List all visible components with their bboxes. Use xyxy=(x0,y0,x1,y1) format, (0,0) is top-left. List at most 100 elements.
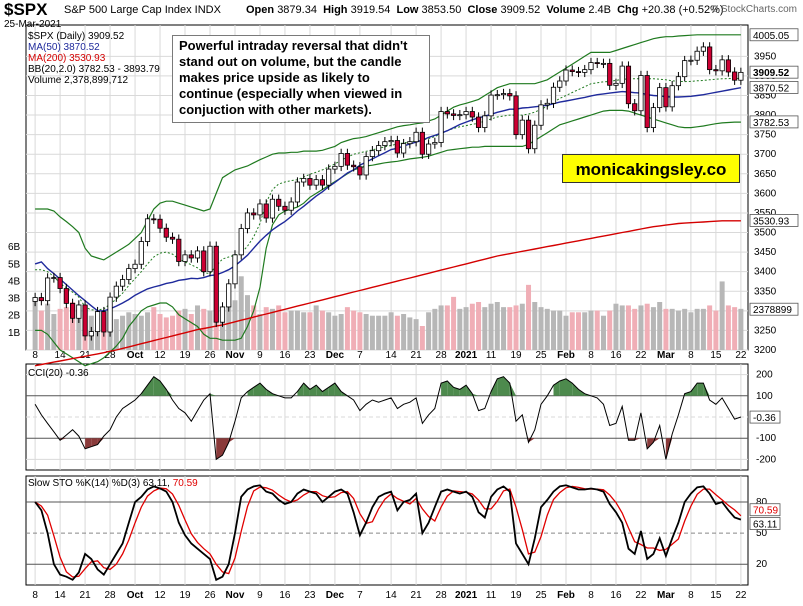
stockcharts-credit: © StockCharts.com xyxy=(710,4,797,15)
price-marker-label: 3530.93 xyxy=(753,216,790,227)
x-tick-label-top: 28 xyxy=(436,350,448,361)
candle xyxy=(432,142,438,145)
volume-bar xyxy=(401,314,407,350)
volume-bar xyxy=(238,276,244,350)
x-tick-label-top: 28 xyxy=(105,350,117,361)
sto-marker-label: 63.11 xyxy=(753,519,778,530)
volume-tick-label: 6B xyxy=(8,242,21,253)
cci-fill-positive xyxy=(559,378,566,396)
volume-bar xyxy=(507,307,513,350)
volume-bar xyxy=(688,312,694,350)
candle xyxy=(694,50,700,61)
volume-bar xyxy=(582,312,588,350)
x-tick-label-bottom: 21 xyxy=(80,590,92,601)
candle xyxy=(619,65,625,84)
volume-bar xyxy=(332,315,338,350)
candle xyxy=(213,245,219,323)
candle xyxy=(288,201,294,211)
volume-bar xyxy=(675,310,681,350)
x-tick-label-bottom: Mar xyxy=(657,590,675,601)
x-tick-label-bottom: 14 xyxy=(55,590,67,601)
candle xyxy=(450,113,457,116)
candle xyxy=(101,311,107,333)
candle xyxy=(219,306,226,323)
volume-tick-label: 1B xyxy=(8,328,21,339)
candle xyxy=(32,297,38,302)
x-tick-label-top: 14 xyxy=(55,350,67,361)
candle xyxy=(207,245,213,273)
volume-bar xyxy=(457,308,463,350)
x-tick-label-bottom: 22 xyxy=(735,590,747,601)
candle xyxy=(688,59,694,62)
cci-fill-positive xyxy=(147,376,154,396)
cci-fill-positive xyxy=(703,383,710,396)
price-marker-label: 3782.53 xyxy=(753,118,790,129)
sto-k-line xyxy=(34,484,742,582)
candle xyxy=(532,124,538,150)
volume-bar xyxy=(219,310,225,350)
volume-bar xyxy=(282,312,288,350)
cci-fill-positive xyxy=(247,387,254,396)
cci-fill-negative xyxy=(228,438,235,443)
candle xyxy=(525,119,532,150)
x-tick-label-top: 2021 xyxy=(455,350,478,361)
volume-bar xyxy=(650,307,656,350)
candle xyxy=(269,198,276,219)
volume-bar xyxy=(544,308,550,350)
x-tick-label-top: 16 xyxy=(279,350,291,361)
volume-bar xyxy=(732,307,738,350)
volume-bar xyxy=(244,295,250,350)
cci-fill-positive xyxy=(297,383,304,396)
price-marker-box xyxy=(749,214,799,227)
price-tick-label: 3250 xyxy=(754,325,777,336)
cci-fill-positive xyxy=(447,381,454,396)
candle xyxy=(119,279,126,287)
price-tick-label: 3650 xyxy=(754,169,777,180)
candle xyxy=(282,205,288,211)
volume-bar xyxy=(563,315,569,350)
cci-fill-negative xyxy=(634,438,641,441)
x-tick-label-top: 8 xyxy=(32,350,38,361)
volume-bar xyxy=(557,310,563,350)
ma50-line xyxy=(34,87,742,312)
volume-bar xyxy=(575,312,581,350)
sto-legend-suffix: 70.59 xyxy=(172,478,198,489)
candle xyxy=(407,141,413,145)
price-marker-box xyxy=(749,81,799,94)
volume-bar xyxy=(538,307,544,350)
price-tick-label: 3350 xyxy=(754,286,777,297)
open-value: 3879.34 xyxy=(277,4,317,16)
volume-bar xyxy=(607,310,613,350)
candle xyxy=(588,62,594,71)
price-tick-label: 3850 xyxy=(754,90,777,101)
price-tick-label: 3450 xyxy=(754,247,777,258)
x-tick-label-top: Feb xyxy=(557,350,575,361)
sto-tick-label: 20 xyxy=(756,559,768,570)
chart-date: 25-Mar-2021 xyxy=(4,19,62,30)
candle xyxy=(569,69,575,72)
volume-bar xyxy=(625,305,631,350)
volume-bar xyxy=(432,308,438,350)
candle xyxy=(575,71,582,73)
volume-bar xyxy=(151,307,157,350)
volume-bar xyxy=(619,305,625,350)
candle xyxy=(82,304,88,337)
candle xyxy=(251,212,257,216)
volume-bar xyxy=(63,307,69,350)
bb-upper-line xyxy=(35,34,741,261)
candle xyxy=(482,115,488,128)
volume-bar xyxy=(157,314,163,350)
candle xyxy=(550,86,557,104)
volume-bar xyxy=(76,308,82,350)
candle xyxy=(238,228,244,256)
x-tick-label-bottom: 11 xyxy=(486,590,497,601)
x-tick-label-top: 12 xyxy=(154,350,166,361)
candle xyxy=(226,283,232,308)
price-tick-label: 3700 xyxy=(754,149,777,160)
cci-fill-positive xyxy=(697,383,704,396)
cci-fill-negative xyxy=(647,438,654,449)
x-tick-label-bottom: 8 xyxy=(688,590,694,601)
volume-bar xyxy=(513,305,519,350)
candle xyxy=(538,104,544,126)
legend-volume: Volume 2,378,899,712 xyxy=(28,75,129,86)
